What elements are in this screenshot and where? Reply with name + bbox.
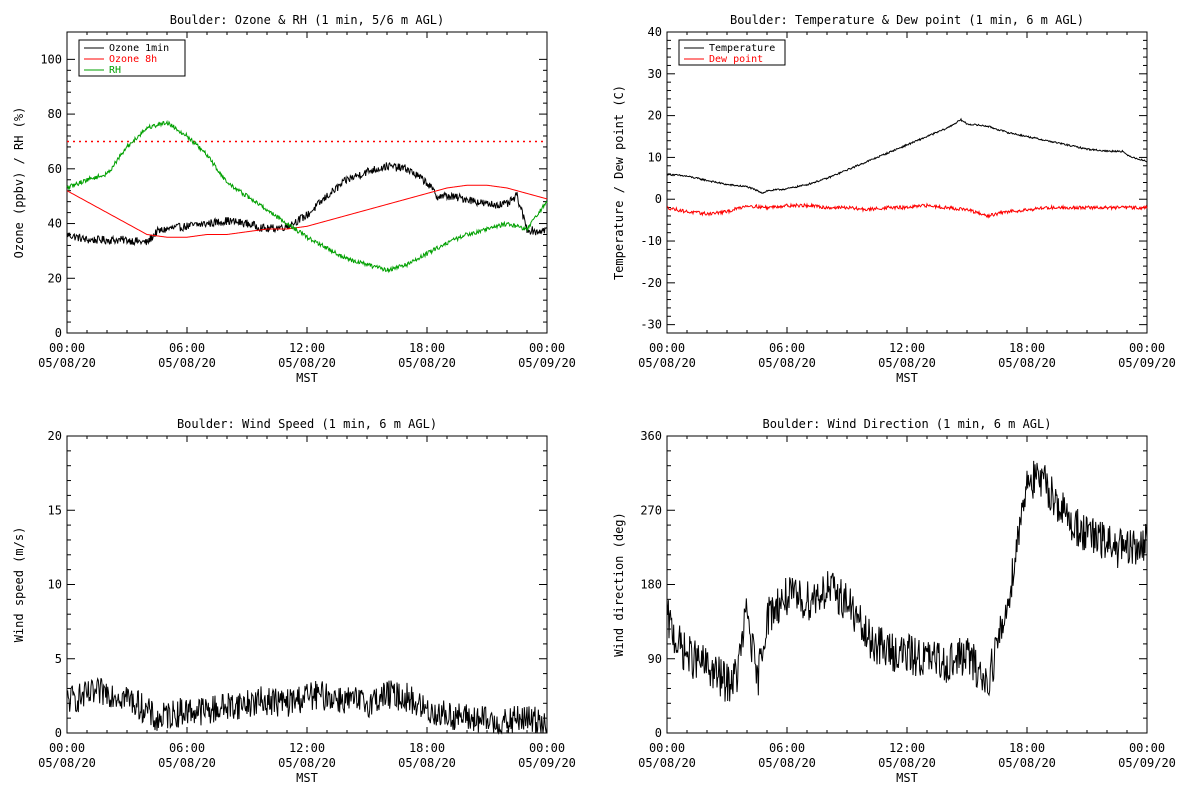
wind-direction-y-tick-label: 180 (640, 578, 662, 592)
wind-speed-y-tick-label: 20 (48, 429, 62, 443)
wind-direction-y-tick-label: 270 (640, 503, 662, 517)
wind-speed-y-tick-label: 0 (55, 726, 62, 740)
ozone-legend-label: RH (109, 65, 121, 76)
wind-speed-series-line (66, 676, 548, 735)
wind-speed-x-tick-date: 05/08/20 (278, 756, 336, 770)
wind-direction-x-tick-time: 18:00 (1009, 741, 1045, 755)
ozone-chart: Boulder: Ozone & RH (1 min, 5/6 m AGL)00… (12, 13, 576, 385)
ozone-series-line (66, 161, 548, 247)
temperature-y-tick-label: -20 (640, 276, 662, 290)
wind-direction-x-tick-time: 00:00 (1129, 741, 1165, 755)
wind-speed-x-tick-time: 18:00 (409, 741, 445, 755)
wind-direction-x-tick-date: 05/08/20 (878, 756, 936, 770)
ozone-x-tick-date: 05/08/20 (278, 356, 336, 370)
temperature-y-tick-label: 20 (648, 109, 662, 123)
ozone-y-tick-label: 40 (48, 217, 62, 231)
wind-direction-title: Boulder: Wind Direction (1 min, 6 m AGL) (763, 417, 1052, 431)
wind-direction-y-tick-label: 90 (648, 652, 662, 666)
ozone-x-tick-time: 18:00 (409, 341, 445, 355)
wind-speed-x-tick-time: 12:00 (289, 741, 325, 755)
temperature-y-axis-label: Temperature / Dew point (C) (612, 85, 626, 280)
temperature-x-tick-date: 05/08/20 (638, 356, 696, 370)
wind-direction-x-tick-time: 00:00 (649, 741, 685, 755)
temperature-x-tick-time: 06:00 (769, 341, 805, 355)
temperature-x-tick-date: 05/08/20 (878, 356, 936, 370)
wind-speed-title: Boulder: Wind Speed (1 min, 6 m AGL) (177, 417, 437, 431)
ozone-legend-label: Ozone 1min (109, 43, 169, 54)
wind-speed-chart: Boulder: Wind Speed (1 min, 6 m AGL) 00:0… (12, 417, 576, 785)
wind-direction-x-tick-date: 05/08/20 (758, 756, 816, 770)
wind-speed-x-tick-date: 05/08/20 (38, 756, 96, 770)
wind-speed-x-tick-time: 00:00 (49, 741, 85, 755)
temperature-y-tick-label: 0 (655, 192, 662, 206)
ozone-y-tick-label: 80 (48, 107, 62, 121)
temperature-y-tick-label: -30 (640, 318, 662, 332)
temperature-x-axis-label: MST (896, 371, 918, 385)
wind-speed-y-tick-label: 5 (55, 652, 62, 666)
wind-speed-x-tick-time: 06:00 (169, 741, 205, 755)
temperature-title: Boulder: Temperature & Dew point (1 min,… (730, 13, 1084, 27)
ozone-y-tick-label: 60 (48, 162, 62, 176)
wind-speed-x-tick-date: 05/09/20 (518, 756, 576, 770)
ozone-series-line (66, 119, 548, 274)
temperature-x-tick-time: 00:00 (1129, 341, 1165, 355)
temperature-x-tick-date: 05/08/20 (998, 356, 1056, 370)
temperature-x-tick-date: 05/09/20 (1118, 356, 1176, 370)
wind-speed-y-tick-label: 15 (48, 503, 62, 517)
temperature-x-tick-time: 12:00 (889, 341, 925, 355)
ozone-y-tick-label: 100 (40, 52, 62, 66)
ozone-x-tick-date: 05/08/20 (38, 356, 96, 370)
wind-direction-x-tick-date: 05/08/20 (638, 756, 696, 770)
wind-direction-x-tick-date: 05/09/20 (1118, 756, 1176, 770)
wind-direction-y-axis-label: Wind direction (deg) (612, 512, 626, 657)
ozone-x-tick-time: 06:00 (169, 341, 205, 355)
wind-direction-x-tick-time: 06:00 (769, 741, 805, 755)
temperature-plot-frame (666, 31, 1148, 334)
ozone-title: Boulder: Ozone & RH (1 min, 5/6 m AGL) (170, 13, 445, 27)
ozone-x-tick-time: 00:00 (49, 341, 85, 355)
temperature-x-tick-date: 05/08/20 (758, 356, 816, 370)
wind-speed-x-tick-date: 05/08/20 (398, 756, 456, 770)
ozone-y-tick-label: 20 (48, 271, 62, 285)
ozone-x-tick-date: 05/09/20 (518, 356, 576, 370)
ozone-x-tick-time: 00:00 (529, 341, 565, 355)
ozone-plot-frame (66, 31, 548, 334)
wind-direction-x-tick-time: 12:00 (889, 741, 925, 755)
temperature-chart: Boulder: Temperature & Dew point (1 min,… (612, 13, 1176, 385)
wind-speed-x-tick-date: 05/08/20 (158, 756, 216, 770)
wind-direction-series-line (666, 460, 1148, 702)
temperature-series-line (666, 202, 1148, 219)
ozone-legend-label: Ozone 8h (109, 54, 157, 65)
ozone-x-tick-time: 12:00 (289, 341, 325, 355)
temperature-legend-label: Dew point (709, 54, 763, 65)
temperature-series-line (666, 117, 1148, 194)
wind-direction-y-tick-label: 0 (655, 726, 662, 740)
temperature-y-tick-label: 30 (648, 67, 662, 81)
temperature-y-tick-label: 40 (648, 25, 662, 39)
wind-speed-x-axis-label: MST (296, 771, 318, 785)
wind-speed-y-axis-label: Wind speed (m/s) (12, 527, 26, 643)
wind-direction-chart: Boulder: Wind Direction (1 min, 6 m AGL)… (612, 417, 1176, 785)
ozone-x-axis-label: MST (296, 371, 318, 385)
temperature-y-tick-label: 10 (648, 150, 662, 164)
wind-direction-y-tick-label: 360 (640, 429, 662, 443)
ozone-series-line (66, 184, 548, 238)
wind-direction-plot-frame (666, 435, 1148, 734)
wind-speed-x-tick-time: 00:00 (529, 741, 565, 755)
temperature-y-tick-label: -10 (640, 234, 662, 248)
ozone-y-tick-label: 0 (55, 326, 62, 340)
temperature-legend-label: Temperature (709, 43, 775, 54)
temperature-x-tick-time: 18:00 (1009, 341, 1045, 355)
temperature-legend (678, 39, 786, 66)
wind-direction-x-axis-label: MST (896, 771, 918, 785)
ozone-x-tick-date: 05/08/20 (398, 356, 456, 370)
wind-direction-x-tick-date: 05/08/20 (998, 756, 1056, 770)
wind-speed-y-tick-label: 10 (48, 578, 62, 592)
ozone-x-tick-date: 05/08/20 (158, 356, 216, 370)
temperature-x-tick-time: 00:00 (649, 341, 685, 355)
ozone-y-axis-label: Ozone (ppbv) / RH (%) (12, 107, 26, 259)
